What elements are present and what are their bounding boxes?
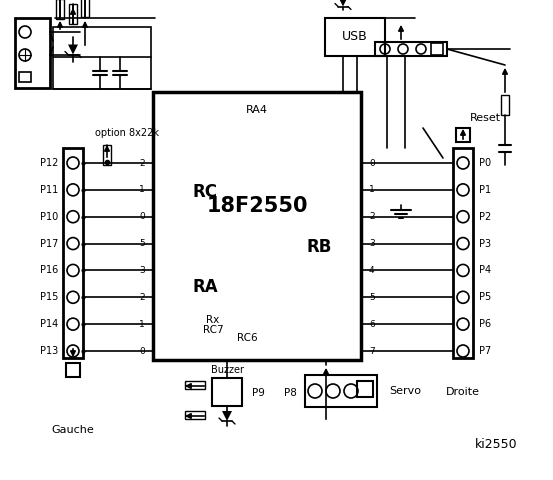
Text: 6: 6 xyxy=(369,320,375,329)
Text: P4: P4 xyxy=(479,265,491,276)
Text: 3: 3 xyxy=(139,266,145,275)
Bar xyxy=(325,18,385,56)
Text: P15: P15 xyxy=(40,292,58,302)
Bar xyxy=(66,363,80,377)
Text: option 8x22k: option 8x22k xyxy=(95,128,159,138)
Bar xyxy=(453,148,473,358)
Polygon shape xyxy=(68,45,78,55)
Bar xyxy=(212,378,242,406)
Bar xyxy=(431,43,443,55)
Text: 1: 1 xyxy=(369,185,375,194)
Polygon shape xyxy=(338,0,348,7)
Bar xyxy=(185,411,205,419)
Text: Droite: Droite xyxy=(446,387,480,397)
Text: P10: P10 xyxy=(40,212,58,222)
Text: P17: P17 xyxy=(40,239,58,249)
Bar xyxy=(19,72,31,82)
Text: P3: P3 xyxy=(479,239,491,249)
Bar xyxy=(185,381,205,389)
Text: 0: 0 xyxy=(139,347,145,356)
Text: Reset: Reset xyxy=(470,113,501,123)
Text: P16: P16 xyxy=(40,265,58,276)
Bar xyxy=(103,145,111,165)
Text: 5: 5 xyxy=(139,239,145,248)
Text: RB: RB xyxy=(306,238,332,256)
Text: 2: 2 xyxy=(369,212,374,221)
Text: 4: 4 xyxy=(369,266,374,275)
Text: P13: P13 xyxy=(40,346,58,356)
Polygon shape xyxy=(222,411,232,421)
Text: P12: P12 xyxy=(40,158,58,168)
Text: Gauche: Gauche xyxy=(51,425,95,435)
Text: P2: P2 xyxy=(479,212,491,222)
Text: P14: P14 xyxy=(40,319,58,329)
Text: 7: 7 xyxy=(369,347,375,356)
Bar xyxy=(305,375,377,407)
Text: 5: 5 xyxy=(369,293,375,302)
Bar xyxy=(153,92,361,360)
Text: P6: P6 xyxy=(479,319,491,329)
Bar xyxy=(56,0,64,19)
Bar xyxy=(15,18,50,88)
Text: 2: 2 xyxy=(139,293,145,302)
Bar xyxy=(69,3,77,24)
Bar xyxy=(357,381,373,397)
Text: P9: P9 xyxy=(252,388,264,398)
Text: 2: 2 xyxy=(139,158,145,168)
Bar xyxy=(456,128,470,142)
Bar xyxy=(63,148,83,358)
Bar xyxy=(81,0,89,17)
Text: RA: RA xyxy=(192,278,218,296)
Text: ki2550: ki2550 xyxy=(475,439,518,452)
Text: 0: 0 xyxy=(139,212,145,221)
Text: P5: P5 xyxy=(479,292,491,302)
Text: RC7: RC7 xyxy=(203,325,223,335)
Text: USB: USB xyxy=(342,31,368,44)
Bar xyxy=(375,42,447,56)
Text: 18F2550: 18F2550 xyxy=(206,196,308,216)
Text: 1: 1 xyxy=(139,320,145,329)
Text: Servo: Servo xyxy=(389,386,421,396)
Text: Rx: Rx xyxy=(206,315,220,325)
Text: P7: P7 xyxy=(479,346,491,356)
Bar xyxy=(501,95,509,115)
Text: P1: P1 xyxy=(479,185,491,195)
Text: P8: P8 xyxy=(284,388,296,398)
Text: RC6: RC6 xyxy=(237,333,257,343)
Text: 3: 3 xyxy=(369,239,375,248)
Bar xyxy=(53,27,151,89)
Text: 1: 1 xyxy=(139,185,145,194)
Text: P11: P11 xyxy=(40,185,58,195)
Text: RA4: RA4 xyxy=(246,105,268,115)
Text: 0: 0 xyxy=(369,158,375,168)
Text: P0: P0 xyxy=(479,158,491,168)
Text: Buzzer: Buzzer xyxy=(211,365,243,375)
Text: RC: RC xyxy=(192,183,217,201)
